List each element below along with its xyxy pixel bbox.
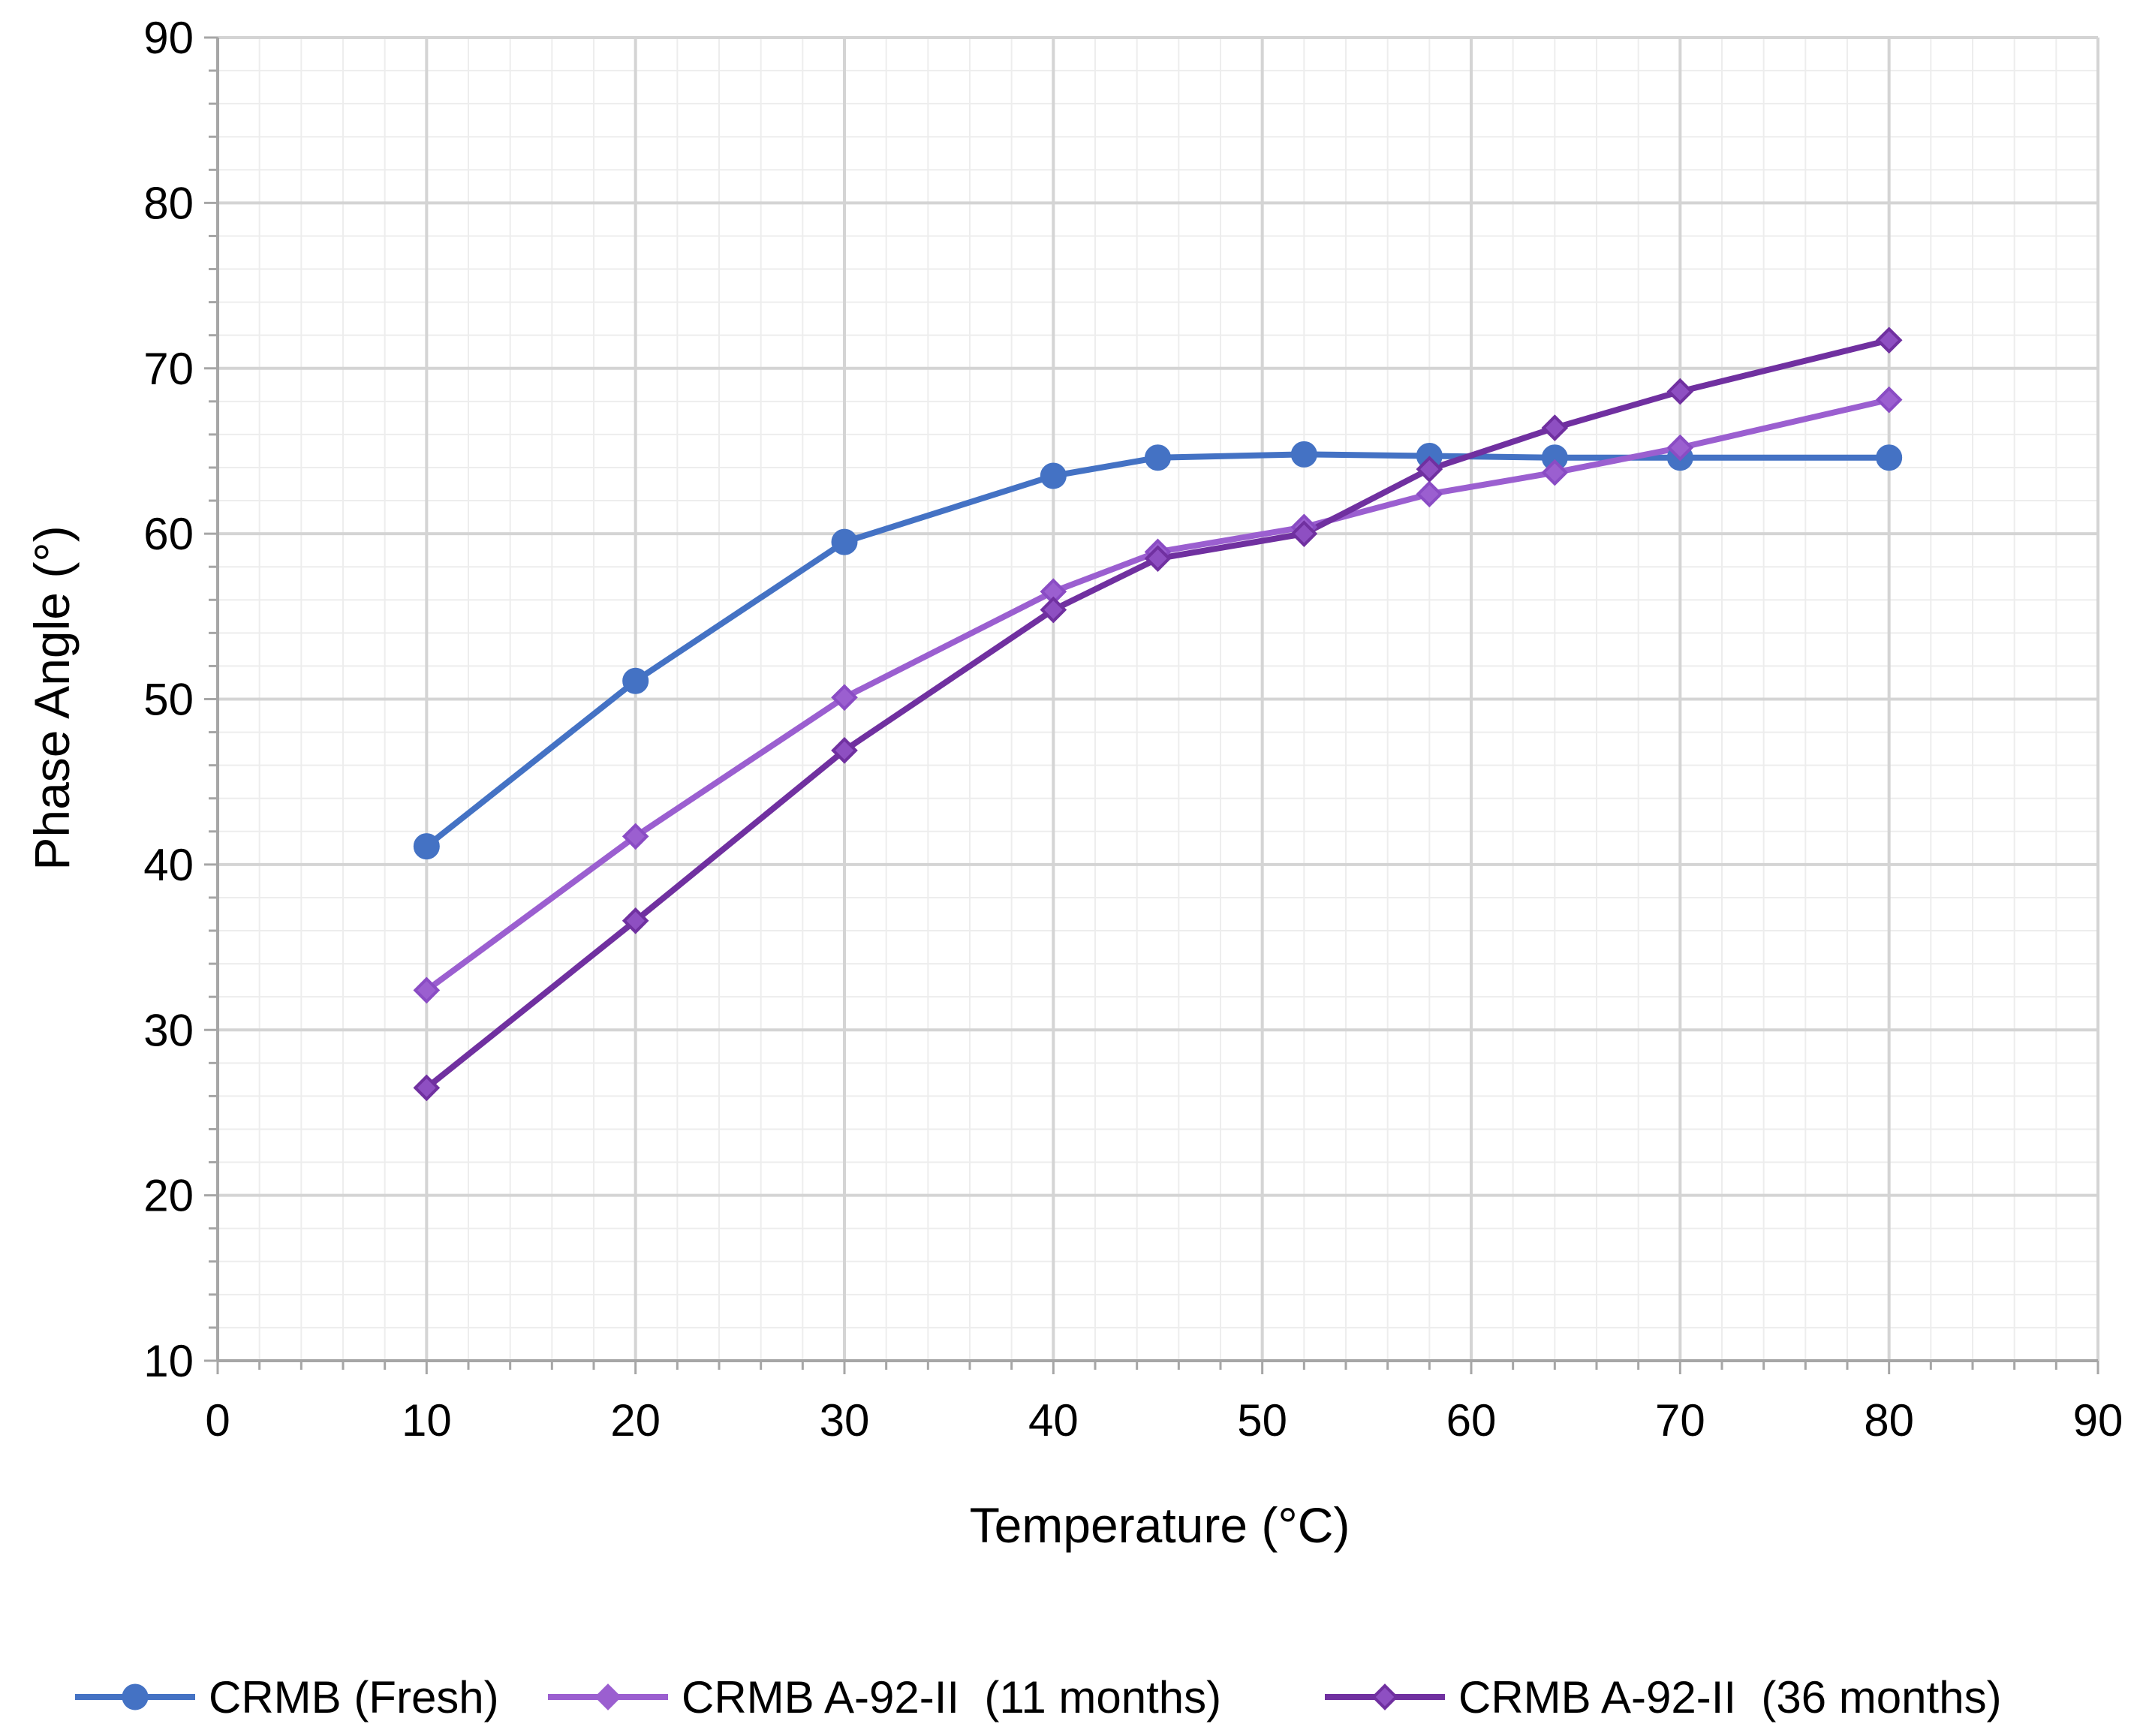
y-tick-label: 20	[143, 1171, 194, 1221]
legend-entry-2: CRMB A-92-II (11 months)	[548, 1672, 1221, 1722]
y-axis-title: Phase Angle (°)	[24, 525, 80, 870]
series-markers	[413, 326, 1903, 1102]
data-point-series-1	[1145, 444, 1171, 471]
x-tick-label: 20	[610, 1395, 661, 1446]
data-point-series-1	[413, 833, 440, 860]
data-point-series-2	[622, 823, 649, 850]
y-tick-labels: 10 20 30 40 50 60 70 80 90	[143, 13, 194, 1386]
y-tick-label: 80	[143, 178, 194, 228]
data-point-series-1	[1290, 441, 1317, 468]
data-point-series-2	[1541, 459, 1569, 486]
legend-marker	[1371, 1683, 1398, 1710]
data-point-series-1	[622, 667, 649, 694]
y-tick-label: 50	[143, 675, 194, 725]
legend-entry-3: CRMB A-92-II (36 months)	[1325, 1672, 2002, 1722]
data-point-series-3	[1040, 596, 1067, 624]
x-tick-labels: 0 10 20 30 40 50 60 70 80 90	[205, 1395, 2123, 1446]
data-point-series-2	[1416, 480, 1443, 508]
y-tick-label: 60	[143, 509, 194, 559]
legend-marker	[594, 1683, 622, 1710]
data-point-series-1	[1876, 444, 1903, 471]
x-tick-label: 90	[2073, 1395, 2123, 1446]
series-line-3	[423, 337, 1892, 1091]
x-tick-label: 0	[205, 1395, 230, 1446]
data-point-series-3	[413, 1074, 441, 1102]
data-point-series-1	[831, 528, 858, 555]
data-point-series-3	[1875, 326, 1903, 354]
legend: CRMB (Fresh) CRMB A-92-II (11 months) CRMB…	[75, 1672, 2002, 1722]
x-tick-label: 40	[1028, 1395, 1079, 1446]
legend-label: CRMB (Fresh)	[209, 1672, 499, 1722]
x-tick-label: 30	[820, 1395, 870, 1446]
y-tick-label: 30	[143, 1005, 194, 1055]
legend-entry-1: CRMB (Fresh)	[75, 1672, 499, 1722]
y-tick-label: 10	[143, 1336, 194, 1386]
x-tick-label: 10	[402, 1395, 452, 1446]
data-point-series-2	[831, 684, 858, 712]
legend-marker	[122, 1683, 149, 1710]
x-tick-label: 70	[1655, 1395, 1705, 1446]
series-line-2	[423, 396, 1892, 994]
data-point-series-3	[831, 736, 858, 764]
data-point-series-3	[1541, 414, 1569, 441]
data-point-series-3	[1416, 456, 1443, 483]
data-point-series-3	[1666, 378, 1694, 405]
data-point-series-2	[1666, 434, 1694, 462]
legend-label: CRMB A-92-II (11 months)	[682, 1672, 1221, 1722]
gridlines	[216, 36, 2099, 1362]
x-tick-label: 50	[1237, 1395, 1287, 1446]
y-tick-label: 70	[143, 344, 194, 394]
y-tick-label: 90	[143, 13, 194, 63]
series-line-1	[423, 451, 1892, 850]
x-tick-label: 60	[1446, 1395, 1497, 1446]
x-tick-label: 80	[1864, 1395, 1914, 1446]
data-point-series-3	[622, 907, 649, 934]
data-point-series-1	[1040, 462, 1067, 489]
data-point-series-2	[1875, 386, 1903, 414]
data-point-series-2	[413, 976, 441, 1004]
legend-label: CRMB A-92-II (36 months)	[1458, 1672, 2002, 1722]
data-point-series-3	[1290, 520, 1318, 547]
y-tick-label: 40	[143, 840, 194, 890]
series-lines	[423, 337, 1892, 1091]
data-point-series-3	[1144, 545, 1172, 573]
x-axis-title: Temperature (°C)	[970, 1497, 1350, 1553]
axes	[204, 36, 2099, 1374]
